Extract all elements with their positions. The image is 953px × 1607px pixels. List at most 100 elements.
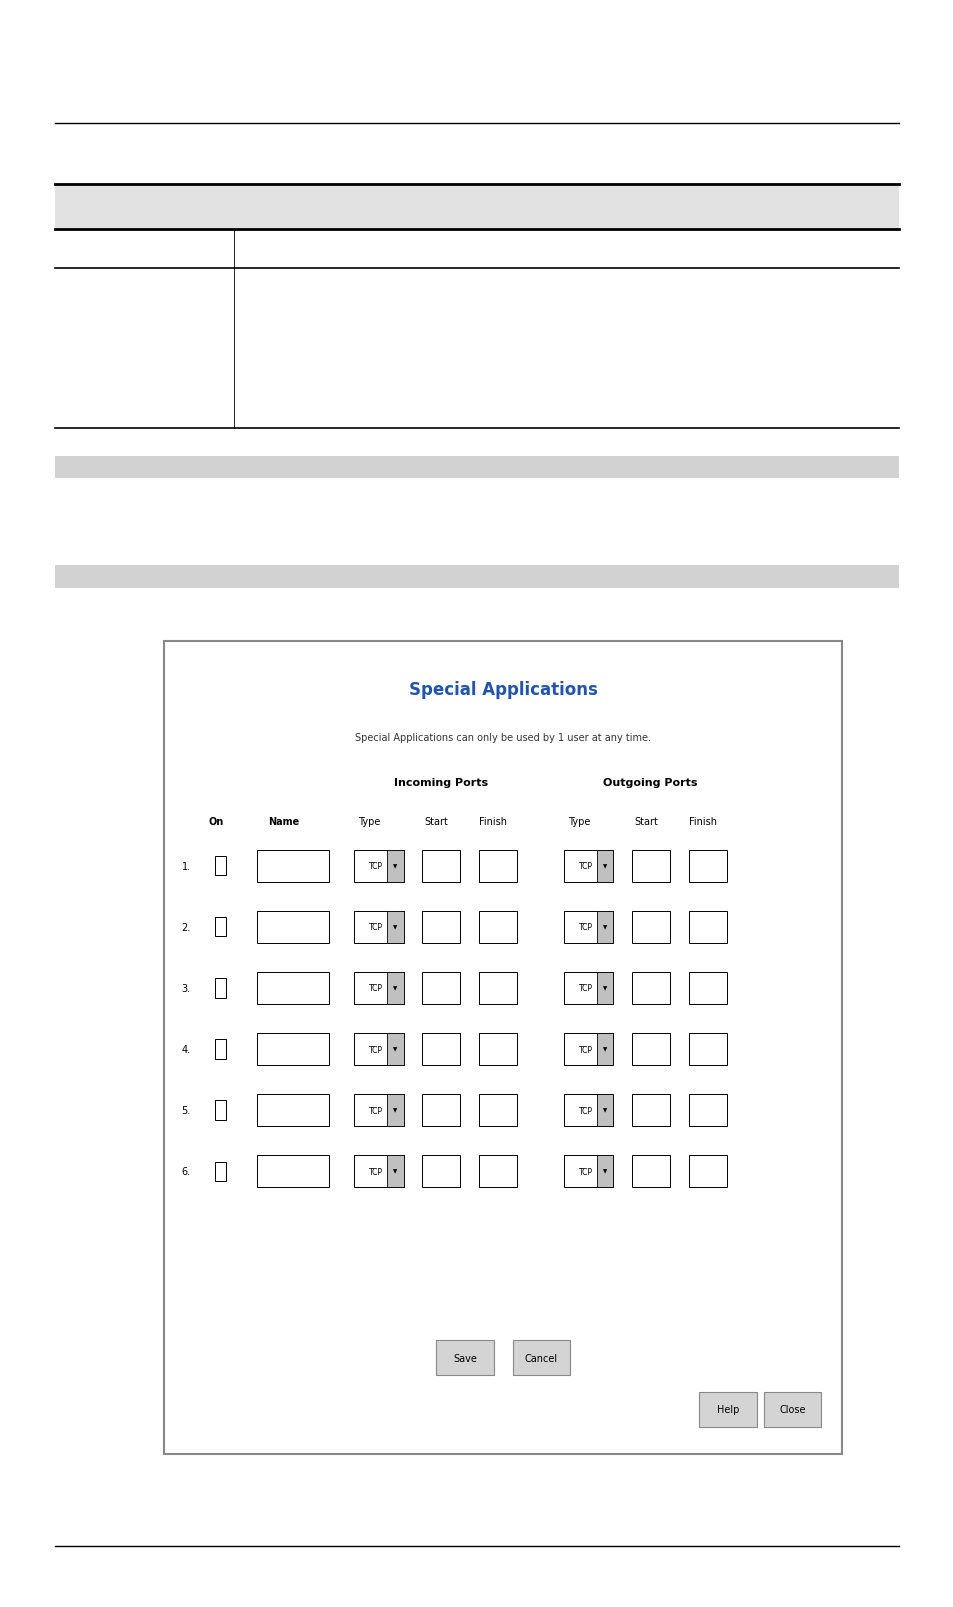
Text: ▼: ▼: [602, 1168, 607, 1175]
Bar: [387, 911, 403, 943]
Bar: [513, 1340, 570, 1376]
Text: TCP: TCP: [578, 1045, 593, 1054]
Text: ▼: ▼: [393, 985, 397, 992]
Bar: [563, 1094, 613, 1127]
Text: TCP: TCP: [578, 1167, 593, 1176]
Bar: [478, 1094, 517, 1127]
Text: TCP: TCP: [369, 922, 383, 932]
Bar: [688, 1155, 726, 1188]
Bar: [688, 1033, 726, 1065]
Text: Cancel: Cancel: [524, 1353, 558, 1363]
Bar: [354, 1094, 403, 1127]
Bar: [631, 1155, 669, 1188]
Text: ▼: ▼: [602, 863, 607, 869]
Bar: [257, 850, 328, 882]
Text: 4.: 4.: [181, 1045, 191, 1054]
Bar: [257, 972, 328, 1004]
Bar: [55, 185, 898, 230]
Bar: [354, 1155, 403, 1188]
Text: Save: Save: [453, 1353, 476, 1363]
Text: Finish: Finish: [478, 816, 507, 826]
Text: Close: Close: [779, 1405, 805, 1414]
Text: ▼: ▼: [602, 1107, 607, 1114]
Bar: [55, 456, 898, 479]
Bar: [631, 972, 669, 1004]
Text: Finish: Finish: [688, 816, 717, 826]
Bar: [763, 1392, 821, 1427]
Bar: [597, 1155, 613, 1188]
Text: Special Applications: Special Applications: [409, 680, 597, 699]
Text: Name: Name: [268, 816, 298, 826]
Text: Help: Help: [716, 1405, 739, 1414]
Text: Type: Type: [567, 816, 590, 826]
Bar: [478, 911, 517, 943]
Bar: [478, 972, 517, 1004]
Bar: [387, 1094, 403, 1127]
Bar: [164, 641, 841, 1454]
Text: ▼: ▼: [602, 924, 607, 930]
Bar: [421, 1033, 459, 1065]
Bar: [631, 850, 669, 882]
Text: ▼: ▼: [393, 1107, 397, 1114]
Text: TCP: TCP: [578, 922, 593, 932]
Bar: [421, 972, 459, 1004]
Bar: [421, 1094, 459, 1127]
Bar: [214, 857, 226, 876]
Bar: [436, 1340, 494, 1376]
Text: 5.: 5.: [181, 1106, 191, 1115]
Text: TCP: TCP: [369, 1106, 383, 1115]
Text: Special Applications can only be used by 1 user at any time.: Special Applications can only be used by…: [355, 733, 651, 742]
Bar: [563, 1155, 613, 1188]
Text: On: On: [209, 816, 224, 826]
Text: Incoming Ports: Incoming Ports: [394, 778, 487, 787]
Text: ▼: ▼: [602, 1046, 607, 1053]
Text: TCP: TCP: [369, 861, 383, 871]
Bar: [478, 850, 517, 882]
Bar: [631, 911, 669, 943]
Text: TCP: TCP: [369, 1045, 383, 1054]
Bar: [387, 972, 403, 1004]
Text: TCP: TCP: [369, 1167, 383, 1176]
Bar: [421, 1155, 459, 1188]
Text: ▼: ▼: [393, 1168, 397, 1175]
Bar: [354, 911, 403, 943]
Bar: [354, 972, 403, 1004]
Bar: [214, 1101, 226, 1120]
Bar: [387, 850, 403, 882]
Text: Start: Start: [423, 816, 448, 826]
Bar: [55, 566, 898, 588]
Text: ▼: ▼: [393, 1046, 397, 1053]
Bar: [563, 850, 613, 882]
Bar: [563, 972, 613, 1004]
Text: TCP: TCP: [578, 1106, 593, 1115]
Bar: [597, 850, 613, 882]
Text: TCP: TCP: [578, 983, 593, 993]
Text: 1.: 1.: [181, 861, 191, 871]
Bar: [214, 979, 226, 998]
Text: Outgoing Ports: Outgoing Ports: [602, 778, 698, 787]
Bar: [478, 1033, 517, 1065]
Text: TCP: TCP: [578, 861, 593, 871]
Bar: [214, 1162, 226, 1181]
Bar: [257, 911, 328, 943]
Bar: [257, 1033, 328, 1065]
Bar: [688, 1094, 726, 1127]
Bar: [597, 1033, 613, 1065]
Bar: [597, 1094, 613, 1127]
Bar: [421, 850, 459, 882]
Bar: [688, 850, 726, 882]
Bar: [421, 911, 459, 943]
Text: Start: Start: [633, 816, 658, 826]
Text: 3.: 3.: [181, 983, 191, 993]
Text: ▼: ▼: [393, 863, 397, 869]
Bar: [214, 1040, 226, 1059]
Text: TCP: TCP: [369, 983, 383, 993]
Text: ▼: ▼: [393, 924, 397, 930]
Bar: [354, 1033, 403, 1065]
Bar: [478, 1155, 517, 1188]
Bar: [387, 1155, 403, 1188]
Bar: [563, 911, 613, 943]
Text: 6.: 6.: [181, 1167, 191, 1176]
Text: ▼: ▼: [602, 985, 607, 992]
Bar: [688, 972, 726, 1004]
